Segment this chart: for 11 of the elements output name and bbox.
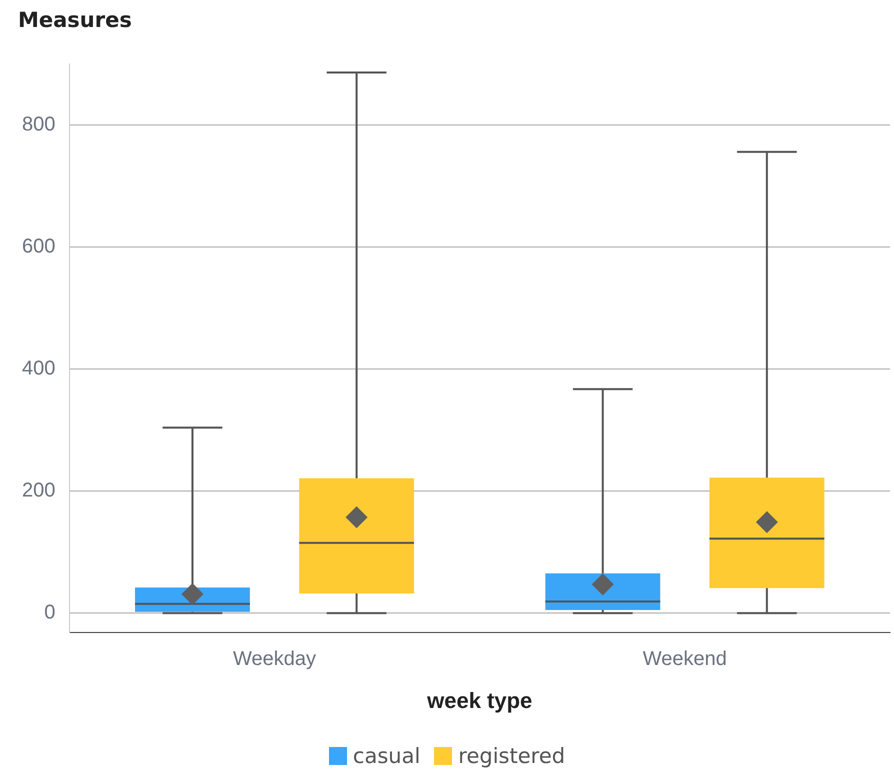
x-tick-label: Weekend	[642, 648, 727, 670]
x-tick-label: Weekday	[233, 648, 316, 670]
x-axis-title: week type	[426, 688, 532, 713]
y-tick-label: 600	[22, 236, 56, 258]
text: Measures	[18, 8, 132, 32]
legend-label: casual	[352, 744, 420, 768]
y-tick-label: 800	[22, 114, 56, 136]
legend-label: registered	[458, 744, 566, 768]
y-tick-label: 0	[44, 602, 56, 624]
y-tick-label: 200	[22, 480, 56, 502]
y-tick-label: 400	[22, 358, 56, 380]
